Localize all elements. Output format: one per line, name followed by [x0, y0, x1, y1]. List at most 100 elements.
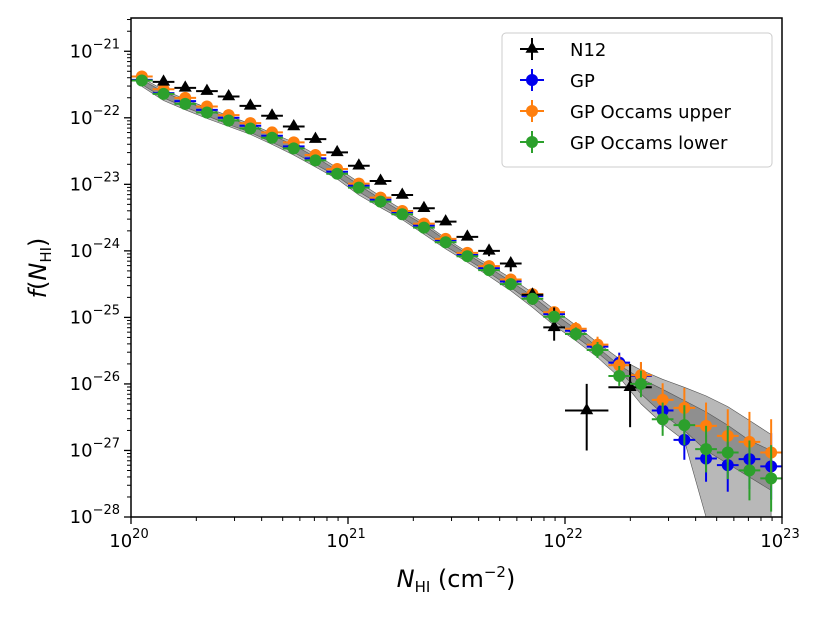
legend-markers [520, 38, 544, 153]
data-marker [374, 173, 388, 185]
data-point [413, 221, 435, 234]
data-marker [222, 114, 235, 127]
data-marker [200, 106, 213, 119]
y-tick-label-exponent: −21 [93, 37, 120, 52]
data-marker [547, 319, 561, 332]
data-marker [417, 221, 430, 234]
data-marker [482, 243, 496, 255]
data-marker [460, 229, 474, 241]
data-marker [396, 208, 409, 221]
data-point [348, 181, 370, 194]
legend: N12 GP GP Occams upper GP Occams lower [501, 32, 773, 168]
legend-marker-symbol [526, 74, 538, 86]
y-tick-label: 10−23 [70, 170, 120, 195]
y-tick-label-base: 10 [70, 374, 93, 395]
x-axis-label-close: ) [506, 565, 515, 593]
data-marker [243, 98, 257, 110]
data-point [499, 256, 522, 272]
data-marker [287, 118, 301, 131]
y-tick-label-base: 10 [70, 440, 93, 461]
data-point [434, 236, 457, 249]
y-tick-label-exponent: −22 [93, 104, 120, 119]
data-point [239, 98, 262, 110]
series-layer [131, 70, 782, 512]
data-marker [526, 292, 539, 305]
y-tick-label-base: 10 [70, 241, 93, 262]
data-point [521, 292, 544, 305]
data-point [608, 365, 631, 386]
x-axis-label-unit: (cm [430, 565, 484, 593]
data-marker [678, 419, 691, 432]
data-marker [374, 195, 387, 208]
data-marker [613, 359, 626, 372]
x-tick-label: 1023 [760, 527, 799, 552]
data-point [326, 167, 348, 180]
y-tick-label-base: 10 [70, 507, 93, 528]
data-point [282, 118, 305, 131]
x-tick-label-base: 10 [543, 531, 566, 552]
data-marker [439, 236, 452, 249]
y-tick-label: 10−25 [70, 303, 120, 328]
legend-label-gp: GP [570, 71, 595, 92]
data-point [716, 425, 739, 480]
data-point [261, 131, 283, 144]
data-point [651, 402, 674, 436]
legend-marker-gp-occams-upper [520, 100, 544, 122]
data-marker [483, 264, 496, 277]
data-point [152, 87, 175, 100]
y-tick-label: 10−24 [70, 237, 120, 262]
data-marker [157, 87, 170, 100]
data-point [565, 383, 609, 451]
legend-marker-n12 [520, 38, 544, 60]
data-point [543, 310, 565, 323]
data-point [456, 250, 479, 263]
y-axis-label: f(NHI) [24, 238, 55, 299]
legend-marker-gp-occams-lower [520, 131, 544, 153]
data-point [565, 327, 587, 341]
data-point [391, 187, 414, 199]
data-marker [395, 187, 409, 199]
x-tick-label-exponent: 20 [132, 527, 149, 542]
x-axis-label-sub: HI [415, 578, 431, 596]
data-marker [308, 131, 322, 143]
x-tick-label: 1021 [326, 527, 365, 552]
y-tick-label: 10−27 [70, 436, 120, 461]
data-point [131, 74, 153, 87]
data-point [434, 214, 457, 226]
x-axis-label-main: N [397, 565, 415, 593]
data-point [760, 445, 782, 512]
legend-marker-symbol [526, 105, 538, 117]
y-axis-label-n: N [24, 263, 52, 281]
data-marker [200, 83, 214, 95]
x-tick-label-exponent: 23 [783, 527, 800, 542]
y-tick-label: 10−22 [70, 104, 120, 129]
data-point [348, 158, 370, 170]
data-point [174, 97, 197, 110]
data-point [586, 342, 609, 358]
series-gp-occams-lower [131, 74, 782, 512]
x-tick-label: 1020 [109, 527, 148, 552]
data-marker [700, 443, 713, 456]
y-tick-label-base: 10 [70, 174, 93, 195]
y-tick-label: 10−26 [70, 370, 120, 395]
data-marker [548, 310, 561, 323]
data-marker [287, 142, 300, 155]
data-marker [743, 464, 756, 477]
data-marker [178, 80, 192, 92]
series-n12 [152, 74, 652, 451]
x-tick-label-base: 10 [326, 531, 349, 552]
data-point [196, 83, 218, 95]
axis-layer: 1020 1021 1022 102310−2810−2710−2610−2510−2… [70, 19, 800, 552]
data-point [413, 200, 435, 213]
data-point [326, 144, 348, 157]
y-tick-label-exponent: −27 [93, 436, 120, 451]
legend-marker-gp [520, 69, 544, 91]
y-axis-label-sub: HI [37, 247, 55, 263]
y-tick-label: 10−28 [70, 503, 120, 528]
data-point [456, 229, 479, 241]
data-marker [179, 97, 192, 110]
data-marker [580, 403, 594, 415]
data-marker [330, 144, 344, 157]
x-axis-label: NHI (cm−2) [397, 563, 516, 596]
